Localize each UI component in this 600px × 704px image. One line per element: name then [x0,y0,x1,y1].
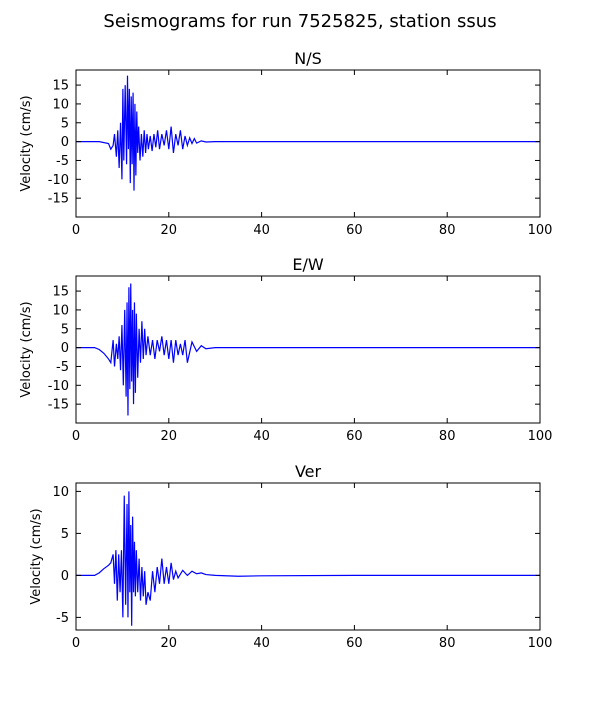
panel-title-ver: Ver [295,462,322,481]
panel-n-s: 0 20 40 60 80 100 -15 -10 -5 0 5 10 15 N/S Velocity (c… [19,49,552,238]
panel-title-n-s: N/S [294,49,322,68]
y-tick-label-e-w: 10 [52,303,69,318]
y-tick-label-e-w: 15 [52,285,69,300]
y-axis-label-e-w: Velocity (cm/s) [19,301,34,397]
panel-e-w: 0 20 40 60 80 100 -15 -10 -5 0 5 10 15 E/W Velocity (c… [19,255,552,444]
y-tick-label-n-s: -10 [48,173,69,188]
y-tick-label-n-s: 15 [52,79,69,94]
x-tick-label-ver: 80 [439,636,456,651]
x-tick-label-e-w: 100 [528,429,553,444]
x-tick-label-ver: 40 [253,636,270,651]
x-tick-label-e-w: 0 [72,429,80,444]
y-tick-label-e-w: -15 [48,398,69,413]
axes-frame-n-s [75,69,541,218]
y-tick-label-ver: -5 [56,611,69,626]
x-tick-label-n-s: 60 [346,223,363,238]
y-tick-label-n-s: -15 [48,192,69,207]
x-tick-label-ver: 60 [346,636,363,651]
x-tick-label-e-w: 80 [439,429,456,444]
series-line-e-w [76,283,540,416]
x-tick-label-e-w: 20 [161,429,178,444]
x-tick-label-ver: 20 [161,636,178,651]
y-axis-label-n-s: Velocity (cm/s) [19,95,34,191]
y-tick-label-e-w: 0 [61,341,69,356]
x-tick-label-e-w: 40 [253,429,270,444]
axes-frame-ver [75,482,541,631]
panel-title-e-w: E/W [292,255,324,274]
series-line-n-s [76,75,540,191]
x-tick-label-n-s: 100 [528,223,553,238]
y-tick-label-n-s: 10 [52,97,69,112]
y-tick-label-e-w: -5 [56,360,69,375]
x-tick-label-e-w: 60 [346,429,363,444]
y-tick-label-n-s: 5 [61,116,69,131]
y-tick-label-n-s: 0 [61,135,69,150]
y-tick-label-e-w: 5 [61,322,69,337]
figure-suptitle: Seismograms for run 7525825, station ssu… [103,11,497,32]
x-tick-label-n-s: 80 [439,223,456,238]
x-tick-label-ver: 0 [72,636,80,651]
series-line-ver [76,491,540,626]
x-tick-label-n-s: 40 [253,223,270,238]
y-tick-label-ver: 10 [52,485,69,500]
x-tick-label-ver: 100 [528,636,553,651]
x-tick-label-n-s: 0 [72,223,80,238]
y-tick-label-ver: 5 [61,527,69,542]
y-tick-label-n-s: -5 [56,154,69,169]
axes-frame-e-w [75,275,541,424]
x-tick-label-n-s: 20 [161,223,178,238]
y-axis-label-ver: Velocity (cm/s) [29,508,44,604]
y-tick-label-ver: 0 [61,569,69,584]
y-tick-label-e-w: -10 [48,379,69,394]
